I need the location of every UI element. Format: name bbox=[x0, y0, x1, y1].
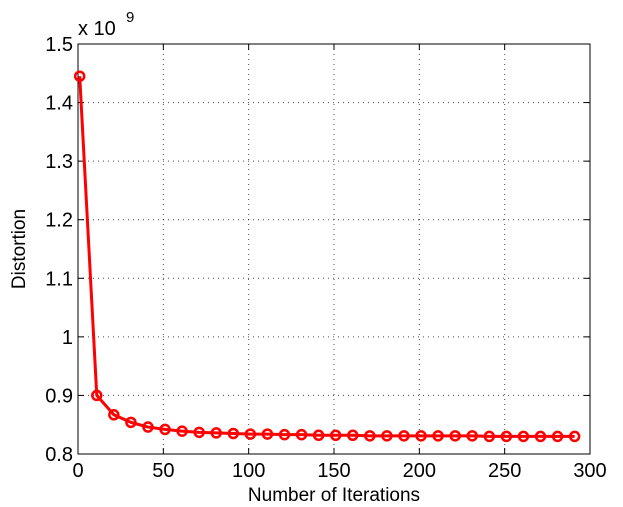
y-tick-label: 1.2 bbox=[45, 210, 73, 232]
y-tick-label: 1.3 bbox=[45, 151, 73, 173]
y-tick-label: 0.9 bbox=[45, 385, 73, 407]
data-point bbox=[176, 425, 188, 437]
x-tick-label: 0 bbox=[72, 460, 83, 482]
x-tick-label: 50 bbox=[152, 460, 174, 482]
data-point bbox=[534, 430, 547, 443]
data-point bbox=[483, 430, 496, 443]
y-tick-label: 1.5 bbox=[45, 34, 73, 56]
data-point bbox=[449, 430, 461, 442]
axis-ticks bbox=[77, 43, 591, 455]
series-group bbox=[73, 70, 581, 443]
data-point bbox=[261, 428, 274, 440]
data-point bbox=[295, 428, 308, 441]
data-point bbox=[500, 430, 513, 443]
data-point bbox=[278, 428, 291, 441]
x-axis-label: Number of Iterations bbox=[248, 485, 420, 506]
x-tick-label: 200 bbox=[403, 460, 436, 482]
data-point bbox=[210, 427, 222, 439]
y-multiplier-base: x 10 bbox=[78, 18, 116, 40]
data-point bbox=[108, 409, 120, 421]
data-point bbox=[551, 430, 564, 443]
data-point bbox=[142, 421, 154, 433]
x-tick-label: 100 bbox=[232, 460, 265, 482]
data-point bbox=[312, 429, 325, 442]
data-point bbox=[73, 70, 86, 82]
y-multiplier-exponent: 9 bbox=[126, 9, 134, 26]
data-point bbox=[227, 427, 240, 440]
data-point bbox=[568, 430, 581, 443]
data-point bbox=[91, 389, 103, 402]
data-point bbox=[347, 429, 359, 442]
data-point bbox=[466, 430, 478, 442]
data-point bbox=[193, 426, 205, 439]
y-tick-label: 1.4 bbox=[45, 93, 73, 115]
x-tick-label: 150 bbox=[317, 460, 350, 482]
data-point bbox=[125, 416, 137, 429]
data-point bbox=[381, 430, 393, 442]
data-point bbox=[364, 430, 376, 442]
x-tick-label: 250 bbox=[488, 460, 521, 482]
tick-labels: 0 50 100 150 200 250 300 0.8 0.9 1 1.1 1.2 1.3 1.4 1.5 bbox=[45, 34, 607, 482]
data-point bbox=[398, 430, 410, 442]
y-tick-label: 0.8 bbox=[45, 444, 73, 466]
y-axis-label: Distortion bbox=[9, 209, 30, 289]
y-tick-label: 1.1 bbox=[45, 268, 73, 290]
grid-lines bbox=[78, 44, 590, 454]
data-point bbox=[517, 430, 530, 443]
data-point bbox=[432, 430, 444, 442]
data-point bbox=[244, 428, 257, 440]
data-point bbox=[329, 429, 342, 442]
series-line bbox=[78, 76, 575, 438]
data-point bbox=[415, 430, 427, 442]
x-tick-label: 300 bbox=[573, 460, 606, 482]
y-tick-label: 1 bbox=[62, 327, 73, 349]
data-point bbox=[159, 423, 171, 436]
